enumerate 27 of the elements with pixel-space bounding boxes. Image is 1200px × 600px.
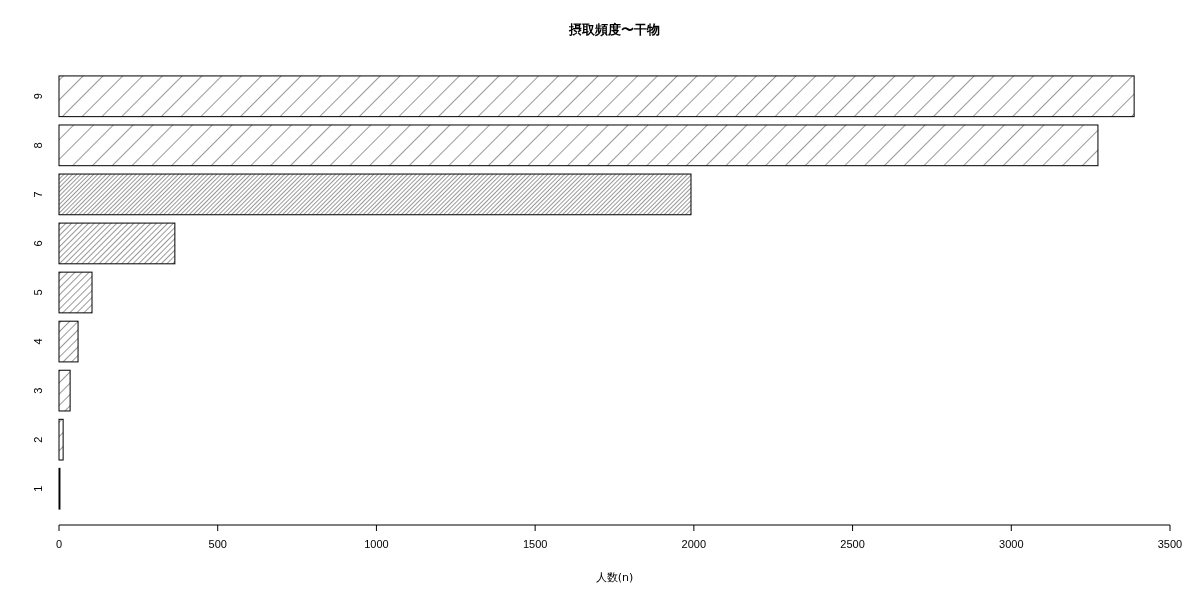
x-tick-label: 2000 [681, 538, 707, 550]
y-tick-label: 1 [32, 485, 44, 492]
y-tick-label: 3 [32, 387, 44, 394]
bar [58, 75, 1135, 118]
x-tick-label: 3000 [999, 538, 1024, 550]
bar [58, 320, 79, 363]
y-tick-label: 4 [32, 338, 44, 345]
x-tick-label: 3500 [1157, 538, 1183, 550]
bar [58, 124, 1099, 167]
x-tick-label: 500 [208, 538, 227, 550]
x-tick-label: 0 [55, 538, 63, 550]
chart-title: 摂取頻度〜干物 [568, 22, 660, 37]
x-tick-label: 1500 [522, 538, 548, 550]
bar [58, 271, 93, 314]
y-tick-label: 8 [32, 142, 44, 149]
bar [58, 173, 692, 216]
bar [58, 369, 71, 412]
y-tick-label: 7 [32, 191, 44, 198]
x-tick-label: 2500 [840, 538, 865, 550]
y-tick-label: 2 [32, 436, 44, 443]
y-tick-label: 5 [32, 289, 44, 296]
y-tick-label: 6 [32, 240, 44, 247]
bar [58, 222, 176, 265]
bar [58, 418, 64, 461]
x-tick-label: 1000 [364, 538, 389, 550]
y-tick-label: 9 [32, 93, 44, 100]
x-axis-title: 人数(n) [595, 571, 634, 584]
